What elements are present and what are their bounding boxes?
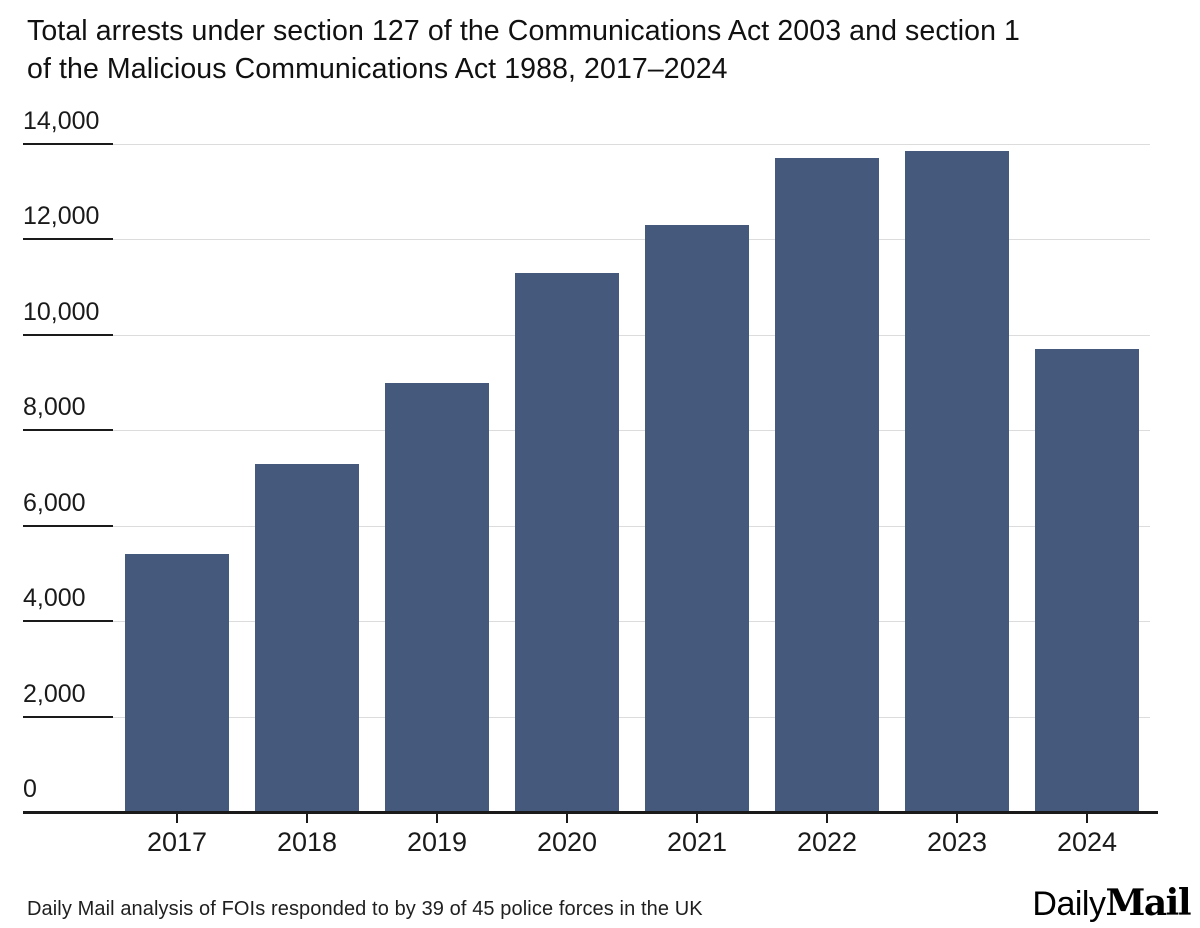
y-tick-line xyxy=(23,333,113,336)
x-axis-label: 2024 xyxy=(1056,827,1118,857)
gridline xyxy=(113,144,1150,145)
x-axis-label: 2019 xyxy=(406,827,468,857)
x-axis-tick xyxy=(696,814,698,823)
gridline xyxy=(113,716,1150,718)
x-axis-label: 2021 xyxy=(666,827,728,857)
x-axis-line xyxy=(23,811,1158,814)
bar xyxy=(125,554,229,812)
gridline xyxy=(113,430,1150,432)
x-axis-tick xyxy=(176,814,178,823)
x-axis-tick xyxy=(956,814,958,823)
y-axis-tick-label: 12,000 xyxy=(23,202,100,231)
chart-title: Total arrests under section 127 of the C… xyxy=(27,12,1187,88)
x-axis-tick xyxy=(566,814,568,823)
gridline xyxy=(113,525,1150,527)
y-axis-tick-label: 2,000 xyxy=(23,679,86,708)
logo-mail-text: Mail xyxy=(1105,882,1191,924)
x-axis-tick xyxy=(436,814,438,823)
y-axis-tick-label: 10,000 xyxy=(23,297,100,326)
x-axis-label: 2022 xyxy=(796,827,858,857)
y-tick-line xyxy=(23,238,113,241)
y-tick-line xyxy=(23,524,113,527)
y-tick-line xyxy=(23,143,113,145)
bar xyxy=(1035,349,1139,812)
source-note: Daily Mail analysis of FOIs responded to… xyxy=(27,898,703,920)
x-axis-label: 2020 xyxy=(536,827,598,857)
x-axis-label: 2023 xyxy=(926,827,988,857)
x-axis-tick xyxy=(1086,814,1088,823)
gridline xyxy=(113,334,1150,336)
y-axis-tick-label: 14,000 xyxy=(23,107,100,135)
x-axis-label: 2017 xyxy=(146,827,208,857)
bar xyxy=(905,151,1009,812)
gridline xyxy=(113,239,1150,241)
y-axis-tick-label: 8,000 xyxy=(23,393,86,422)
bar xyxy=(645,225,749,812)
y-tick-line xyxy=(23,715,113,718)
bar xyxy=(515,272,619,812)
logo-daily-text: Daily xyxy=(1032,885,1106,923)
dailymail-logo: DailyMail xyxy=(1032,882,1191,924)
chart-footer: Daily Mail analysis of FOIs responded to… xyxy=(27,882,1191,924)
bar xyxy=(385,382,489,812)
y-axis-tick-label: 0 xyxy=(23,775,37,803)
x-axis-tick xyxy=(826,814,828,823)
bar xyxy=(775,158,879,812)
chart-title-line2: of the Malicious Communications Act 1988… xyxy=(27,53,728,85)
y-axis-tick-label: 4,000 xyxy=(23,584,86,613)
chart-title-line1: Total arrests under section 127 of the C… xyxy=(27,15,1021,47)
y-axis-tick-label: 6,000 xyxy=(23,488,86,517)
x-axis-label: 2018 xyxy=(276,827,338,857)
x-axis-tick xyxy=(306,814,308,823)
bar xyxy=(255,463,359,812)
y-tick-line xyxy=(23,620,113,623)
gridline xyxy=(113,621,1150,623)
y-tick-line xyxy=(23,429,113,432)
